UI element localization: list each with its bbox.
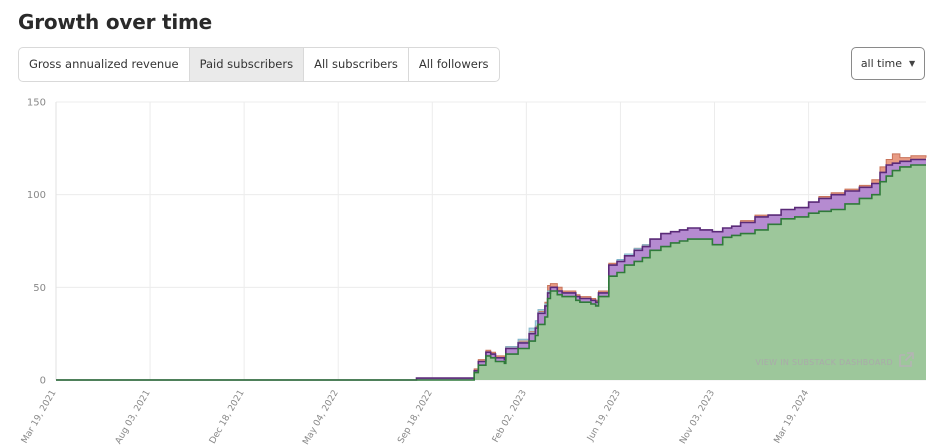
chart-lines bbox=[56, 153, 927, 381]
line-series-1 bbox=[56, 164, 926, 381]
x-tick-label: Aug 03, 2021 bbox=[114, 389, 153, 446]
x-tick-label: Mar 19, 2024 bbox=[773, 388, 812, 445]
x-tick-label: May 04, 2022 bbox=[301, 388, 340, 446]
y-axis-ticks: 0 50 100 150 bbox=[27, 98, 46, 387]
page-title: Growth over time bbox=[18, 10, 213, 34]
tab-all-followers[interactable]: All followers bbox=[418, 57, 489, 71]
tab-gross-annualized-revenue[interactable]: Gross annualized revenue bbox=[19, 48, 190, 81]
y-tick-label: 50 bbox=[33, 283, 46, 294]
caret-down-icon: ▼ bbox=[909, 58, 916, 68]
x-tick-label: Mar 19, 2021 bbox=[20, 389, 59, 446]
dashboard-watermark: VIEW IN SUBSTACK DASHBOARD bbox=[755, 358, 893, 367]
x-tick-label: Nov 03, 2023 bbox=[678, 388, 717, 445]
metric-tabs: Gross annualized revenue Paid subscriber… bbox=[18, 47, 500, 82]
x-axis-ticks: Mar 19, 2021 Aug 03, 2021 Dec 18, 2021 May … bbox=[20, 388, 811, 447]
x-tick-label: Feb 02, 2023 bbox=[491, 389, 529, 445]
y-tick-label: 150 bbox=[27, 98, 46, 109]
y-tick-label: 0 bbox=[40, 376, 46, 387]
chart-areas bbox=[56, 153, 926, 380]
external-link-icon[interactable] bbox=[899, 352, 914, 367]
x-tick-label: Jun 19, 2023 bbox=[585, 388, 623, 443]
area-series-1 bbox=[56, 165, 926, 380]
tab-paid-subscribers[interactable]: Paid subscribers bbox=[189, 48, 305, 81]
open-in-dashboard[interactable]: VIEW IN SUBSTACK DASHBOARD bbox=[755, 352, 914, 367]
time-range-value: all time bbox=[860, 57, 903, 70]
time-range-select[interactable]: all time ▼ bbox=[851, 47, 925, 80]
x-tick-label: Sep 18, 2022 bbox=[396, 389, 435, 446]
x-tick-label: Dec 18, 2021 bbox=[208, 388, 247, 445]
y-tick-label: 100 bbox=[27, 190, 46, 201]
tab-all-subscribers[interactable]: All subscribers bbox=[304, 48, 409, 81]
